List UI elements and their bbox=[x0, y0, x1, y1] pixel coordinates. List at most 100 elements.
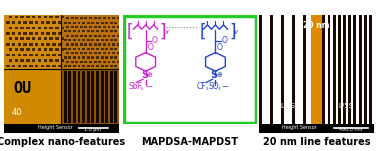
Bar bbox=[112, 26, 115, 28]
Bar bbox=[64, 48, 67, 50]
Bar bbox=[91, 39, 94, 41]
Bar bbox=[98, 17, 101, 19]
Bar bbox=[110, 39, 113, 41]
Bar bbox=[110, 65, 113, 67]
Bar bbox=[94, 26, 97, 28]
Bar bbox=[64, 22, 67, 24]
Bar bbox=[327, 15, 330, 124]
Bar bbox=[66, 61, 69, 63]
Bar bbox=[117, 52, 120, 54]
Bar bbox=[64, 65, 67, 67]
Bar bbox=[108, 61, 110, 63]
Bar bbox=[61, 16, 64, 18]
Bar bbox=[46, 32, 50, 35]
Bar bbox=[32, 27, 36, 29]
Bar bbox=[94, 17, 97, 19]
Bar bbox=[89, 35, 92, 37]
Text: S: S bbox=[141, 70, 148, 80]
Text: ⊕: ⊕ bbox=[146, 72, 152, 77]
Bar bbox=[94, 52, 97, 54]
Bar bbox=[105, 71, 108, 123]
Bar bbox=[89, 52, 92, 54]
Bar bbox=[61, 59, 64, 62]
Bar bbox=[6, 21, 9, 24]
Bar bbox=[6, 54, 9, 56]
Bar bbox=[374, 15, 377, 124]
Bar bbox=[110, 30, 113, 32]
Bar bbox=[52, 54, 56, 56]
Bar bbox=[112, 43, 115, 46]
Bar bbox=[96, 71, 99, 123]
Bar bbox=[311, 15, 322, 124]
Bar bbox=[91, 71, 94, 123]
Bar bbox=[41, 65, 44, 67]
Bar bbox=[23, 54, 27, 56]
Text: ⊕: ⊕ bbox=[216, 72, 222, 77]
Bar bbox=[96, 22, 99, 24]
Bar bbox=[82, 56, 85, 59]
Bar bbox=[112, 17, 115, 19]
Bar bbox=[115, 48, 117, 50]
Bar bbox=[6, 43, 9, 46]
Bar bbox=[52, 65, 56, 67]
Bar bbox=[35, 21, 39, 24]
Bar bbox=[101, 39, 104, 41]
Bar bbox=[71, 17, 74, 19]
Bar bbox=[96, 48, 99, 50]
Bar bbox=[270, 15, 273, 124]
Text: [: [ bbox=[199, 22, 206, 40]
Bar bbox=[115, 65, 117, 67]
Bar bbox=[55, 37, 59, 40]
Bar bbox=[103, 26, 106, 28]
Bar bbox=[6, 32, 9, 35]
Bar bbox=[49, 48, 53, 51]
Bar bbox=[101, 65, 104, 67]
Bar bbox=[12, 65, 15, 67]
Bar bbox=[73, 56, 76, 59]
Bar bbox=[61, 37, 64, 40]
Text: O: O bbox=[217, 43, 223, 52]
Bar bbox=[105, 39, 108, 41]
Bar bbox=[115, 22, 117, 24]
Bar bbox=[112, 52, 115, 54]
Bar bbox=[98, 26, 101, 28]
Bar bbox=[105, 56, 108, 59]
Bar bbox=[15, 27, 18, 29]
Bar bbox=[32, 59, 36, 62]
Bar bbox=[12, 43, 15, 46]
Bar bbox=[108, 43, 110, 46]
Bar bbox=[20, 16, 24, 18]
Bar bbox=[29, 54, 33, 56]
Bar bbox=[61, 27, 64, 29]
Bar bbox=[77, 56, 81, 59]
Bar bbox=[103, 61, 106, 63]
Bar bbox=[71, 43, 74, 46]
Bar bbox=[105, 48, 108, 50]
Bar bbox=[77, 30, 81, 32]
Bar bbox=[333, 15, 336, 124]
Bar bbox=[18, 65, 21, 67]
Bar bbox=[112, 61, 115, 63]
Bar bbox=[58, 21, 61, 24]
Bar bbox=[105, 30, 108, 32]
Bar bbox=[85, 26, 87, 28]
Bar bbox=[338, 15, 341, 124]
Bar bbox=[9, 16, 12, 18]
Bar bbox=[18, 54, 21, 56]
Bar bbox=[91, 65, 94, 67]
Bar bbox=[73, 71, 76, 123]
Bar bbox=[75, 52, 78, 54]
Bar bbox=[85, 35, 87, 37]
Bar bbox=[38, 37, 41, 40]
Text: Height Sensor: Height Sensor bbox=[282, 125, 317, 130]
Bar bbox=[29, 21, 33, 24]
Bar bbox=[55, 27, 59, 29]
Bar bbox=[259, 15, 262, 124]
Text: Complex nano-features: Complex nano-features bbox=[0, 137, 125, 147]
Bar bbox=[87, 39, 90, 41]
Bar bbox=[68, 56, 71, 59]
Bar bbox=[103, 17, 106, 19]
Bar bbox=[91, 30, 94, 32]
Bar bbox=[117, 43, 120, 46]
Bar bbox=[108, 26, 110, 28]
